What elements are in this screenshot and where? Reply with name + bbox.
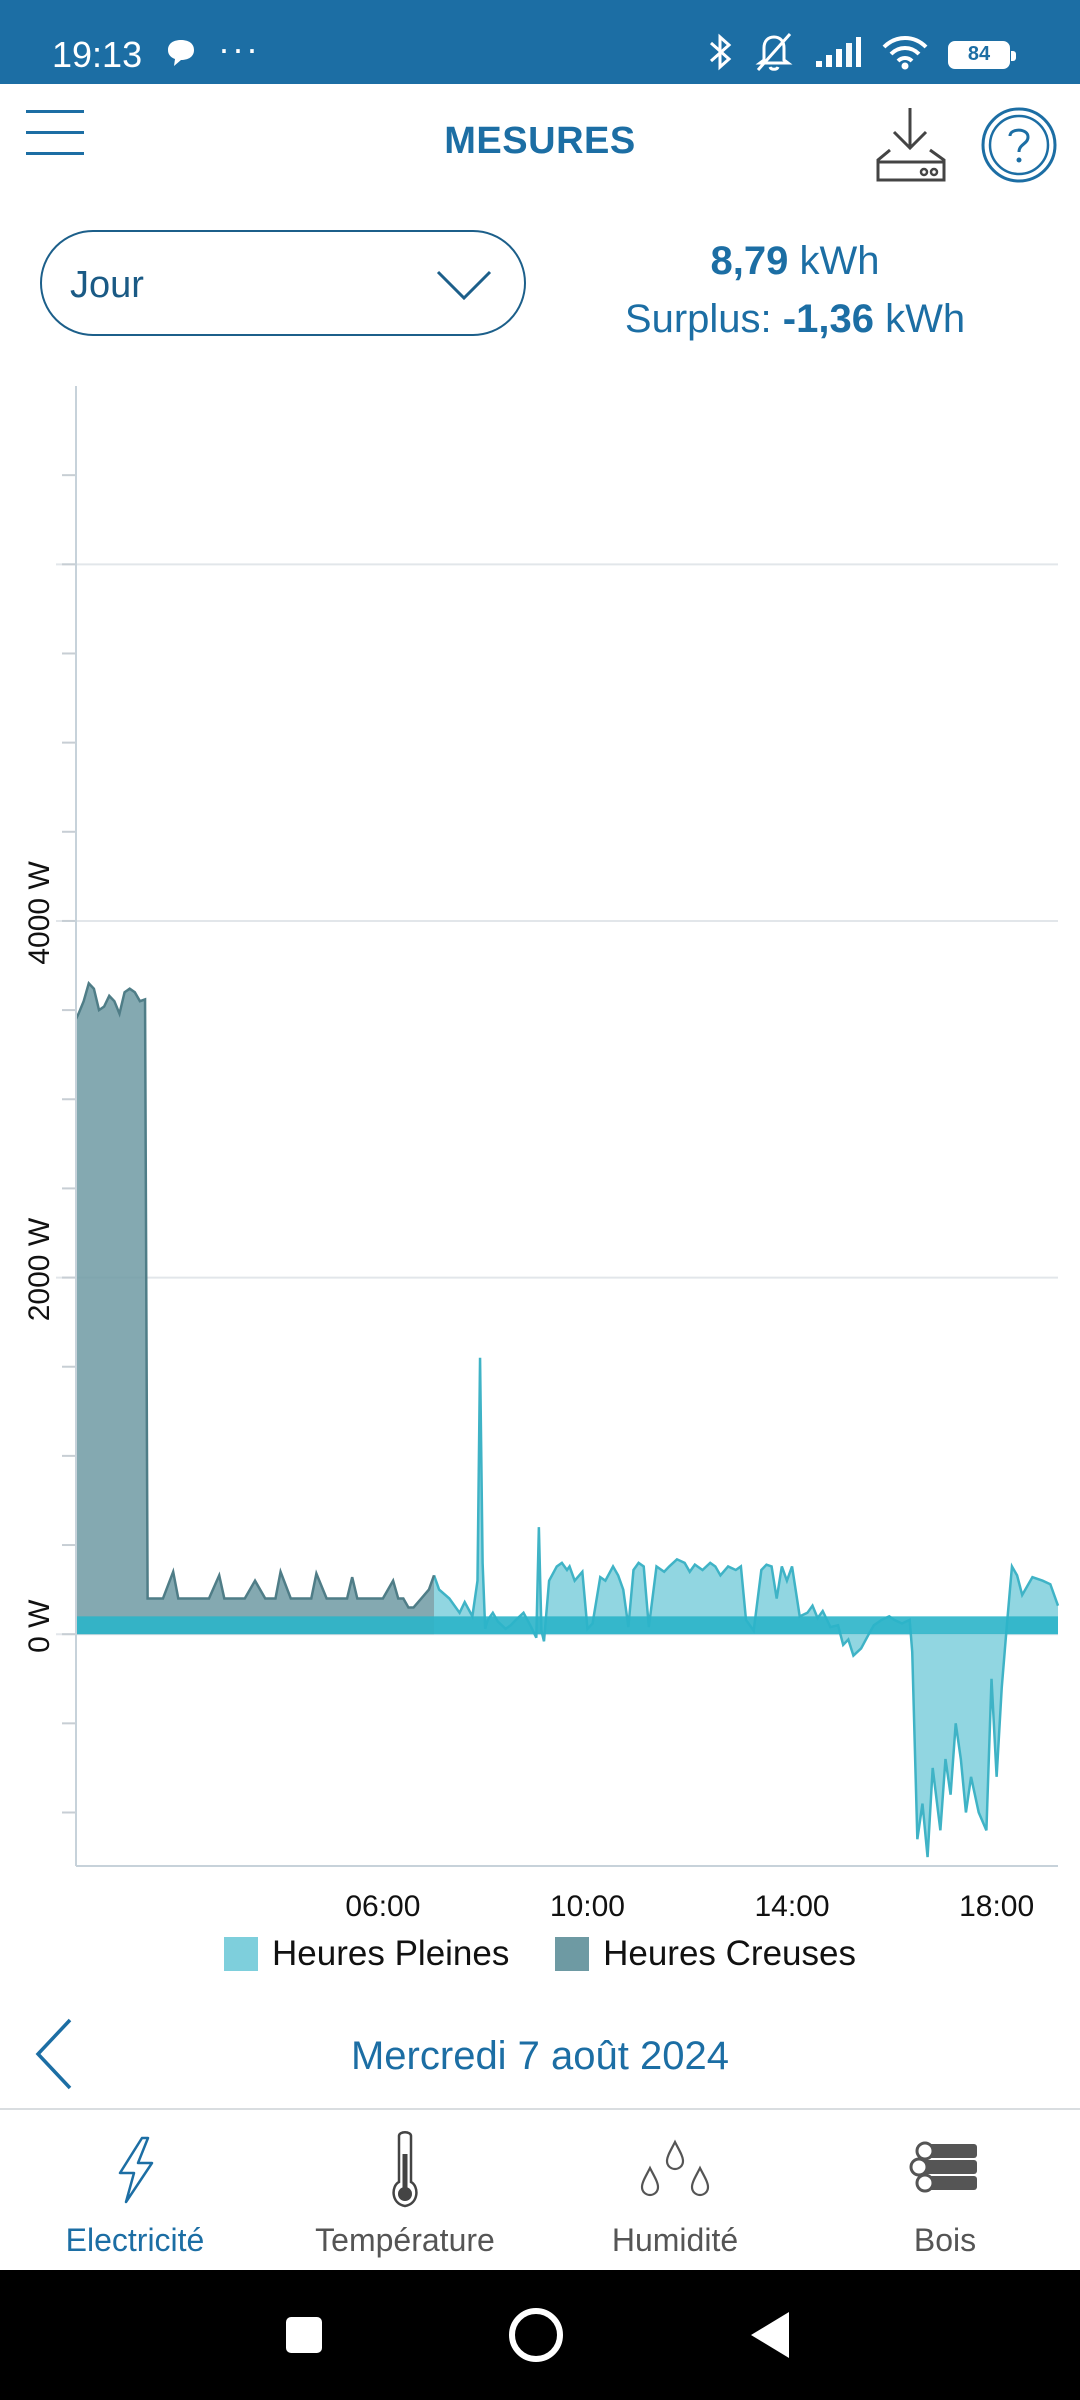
nav-item-temperature[interactable]: Température (270, 2110, 540, 2272)
logs-icon (810, 2130, 1080, 2210)
system-navigation-bar (0, 2270, 1080, 2400)
app-header: MESURES (0, 84, 1080, 204)
signal-icon (814, 35, 862, 74)
nav-label-electricite: Electricité (65, 2222, 205, 2258)
nav-item-bois[interactable]: Bois (810, 2110, 1080, 2272)
y-tick-label: 2000 W (23, 1217, 56, 1321)
help-button[interactable] (980, 106, 1058, 184)
nav-label-bois: Bois (913, 2222, 977, 2258)
back-triangle-icon (751, 2312, 789, 2358)
nav-label-temperature: Température (315, 2222, 495, 2258)
date-navigation: Mercredi 7 août 2024 (0, 2010, 1080, 2100)
chat-bubble-icon (164, 38, 198, 73)
x-tick-label: 10:00 (550, 1890, 625, 1920)
series-heures-pleines-area (434, 1357, 1058, 1858)
droplets-icon (540, 2130, 810, 2210)
legend-item-heures-pleines[interactable]: Heures Pleines (224, 1934, 509, 1974)
home-button[interactable] (496, 2302, 576, 2368)
legend-swatch-heures-creuses (555, 1937, 590, 1971)
nav-item-humidite[interactable]: Humidité (540, 2110, 810, 2272)
chevron-down-icon (434, 268, 494, 307)
bluetooth-icon (708, 32, 734, 77)
legend-label-heures-pleines: Heures Pleines (272, 1934, 510, 1973)
surplus-unit: kWh (873, 297, 966, 341)
more-notifications-icon: ··· (218, 28, 260, 69)
square-icon (286, 2317, 322, 2353)
surplus-label: Surplus: (624, 297, 783, 341)
menu-icon-bar (26, 110, 84, 113)
period-select[interactable]: Jour (40, 230, 526, 336)
chevron-left-icon (35, 2018, 72, 2090)
x-tick-label: 06:00 (345, 1890, 420, 1920)
legend-swatch-heures-pleines (224, 1937, 259, 1971)
lightning-icon (0, 2130, 270, 2210)
current-date: Mercredi 7 août 2024 (350, 2034, 729, 2078)
previous-day-button[interactable] (30, 2014, 80, 2094)
page-title: MESURES (444, 120, 636, 162)
nav-label-humidite: Humidité (611, 2222, 739, 2258)
energy-total: 8,79 kWh (560, 232, 1030, 290)
y-tick-label: 4000 W (23, 861, 56, 965)
legend-item-heures-creuses[interactable]: Heures Creuses (555, 1934, 856, 1974)
energy-totals: 8,79 kWh Surplus: -1,36 kWh (560, 232, 1030, 348)
power-chart[interactable]: 0 W 2000 W 4000 W 06:00 10:00 14:00 18:00 (0, 370, 1080, 1920)
legend-label-heures-creuses: Heures Creuses (603, 1934, 856, 1973)
menu-icon-bar (26, 131, 84, 134)
status-bar: 19:13 ··· 84 (0, 0, 1080, 84)
x-tick-label: 14:00 (755, 1890, 830, 1920)
recent-apps-button[interactable] (264, 2302, 344, 2368)
menu-button[interactable] (26, 110, 84, 160)
bottom-navigation: Electricité Température Humidité Bois (0, 2108, 1080, 2272)
chart-legend: Heures Pleines Heures Creuses (0, 1934, 1080, 1980)
back-button[interactable] (730, 2302, 810, 2368)
battery-icon: 84 (948, 40, 1016, 69)
menu-icon-bar (26, 152, 84, 155)
home-circle-icon (509, 2308, 563, 2362)
y-tick-label: 0 W (23, 1599, 56, 1653)
wifi-icon (880, 33, 930, 76)
help-icon (981, 107, 1057, 183)
surplus-total: Surplus: -1,36 kWh (560, 290, 1030, 348)
energy-total-value: 8,79 (710, 239, 789, 283)
series-heures-creuses-area (76, 983, 435, 1635)
baseline-band (76, 1616, 1058, 1635)
power-chart-svg: 0 W 2000 W 4000 W 06:00 10:00 14:00 18:00 (23, 386, 1060, 1920)
muted-bell-icon (752, 30, 796, 79)
nav-item-electricite[interactable]: Electricité (0, 2110, 270, 2272)
x-tick-label: 18:00 (959, 1890, 1034, 1920)
series-heures-creuses-line (74, 980, 436, 1609)
thermometer-icon (270, 2130, 540, 2210)
surplus-value: -1,36 (782, 297, 874, 341)
status-time: 19:13 (52, 34, 143, 75)
energy-total-unit: kWh (788, 239, 880, 283)
period-select-value: Jour (70, 264, 144, 306)
download-device-icon (876, 108, 946, 182)
download-button[interactable] (868, 102, 952, 186)
